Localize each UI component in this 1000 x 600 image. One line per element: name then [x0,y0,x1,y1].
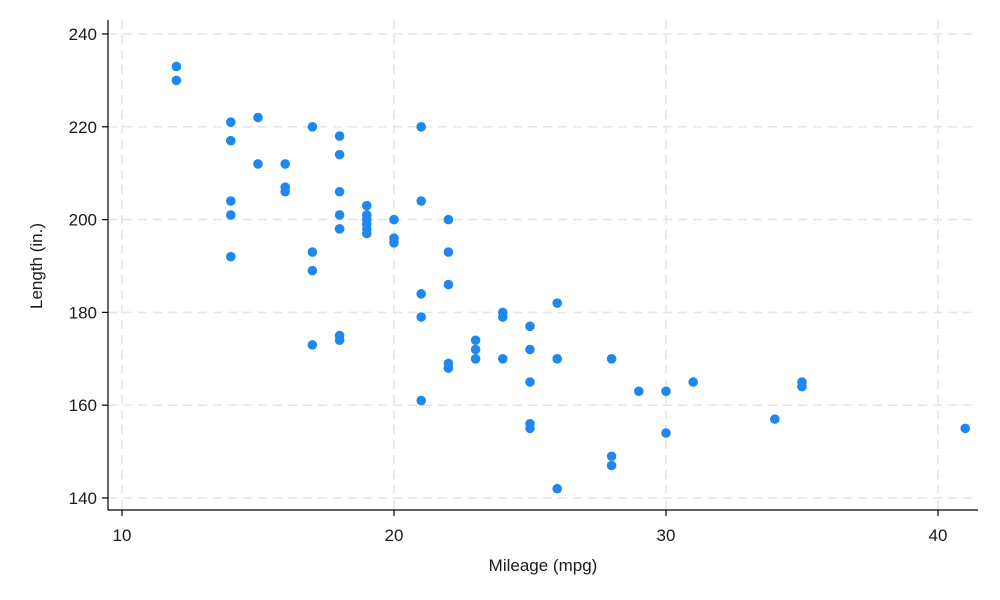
data-point [797,381,807,392]
y-tick-label: 240 [69,25,97,44]
data-point [552,354,562,364]
data-point [606,451,617,462]
data-point [606,354,617,364]
data-point [171,75,182,86]
gridlines [108,20,978,510]
data-point [525,321,535,332]
ticks: 140 160 180 200 220 240 10 20 30 40 [69,25,948,545]
data-point [416,196,427,206]
data-point [334,224,345,234]
data-point [552,483,562,494]
data-point [226,196,236,206]
data-point [416,122,427,132]
x-tick-label: 10 [113,526,132,545]
data-point [307,340,318,350]
data-point [171,61,182,72]
data-point [443,214,454,225]
y-tick-label: 200 [69,211,97,230]
data-point [661,386,671,397]
data-point [960,423,970,434]
data-point [470,354,481,364]
data-point [525,344,535,355]
axes [107,20,978,511]
data-point [443,363,454,373]
data-point [443,247,454,257]
data-point [226,251,236,262]
data-point [389,238,399,248]
data-point [280,159,291,169]
data-point [498,354,508,364]
data-point [280,186,291,197]
data-point [334,149,345,160]
data-point [226,135,236,146]
data-point [498,312,508,322]
data-point [661,428,671,438]
data-point [307,247,318,257]
data-point [389,214,399,225]
data-point [416,395,427,406]
data-point [226,210,236,220]
data-point [307,122,318,132]
data-points [171,61,970,494]
data-point [416,312,427,322]
data-point [226,117,236,127]
data-point [470,335,481,346]
x-axis-title: Mileage (mpg) [489,556,598,575]
data-point [362,228,372,239]
data-point [634,386,644,397]
x-tick-label: 40 [929,526,948,545]
data-point [253,159,263,169]
data-point [253,112,263,123]
data-point [606,460,617,471]
data-point [770,414,780,424]
x-tick-label: 30 [657,526,676,545]
y-axis-title: Length (in.) [27,223,46,309]
data-point [552,298,562,308]
x-tick-label: 20 [385,526,404,545]
y-tick-label: 140 [69,489,97,508]
data-point [334,131,345,141]
data-point [334,335,345,346]
data-point [334,210,345,220]
data-point [688,377,698,387]
data-point [362,200,372,211]
y-tick-label: 220 [69,118,97,137]
data-point [525,377,535,387]
data-point [443,279,454,290]
data-point [416,289,427,299]
data-point [307,265,318,276]
y-tick-label: 160 [69,396,97,415]
data-point [525,423,535,434]
y-tick-label: 180 [69,303,97,322]
data-point [334,186,345,197]
data-point [470,344,481,355]
